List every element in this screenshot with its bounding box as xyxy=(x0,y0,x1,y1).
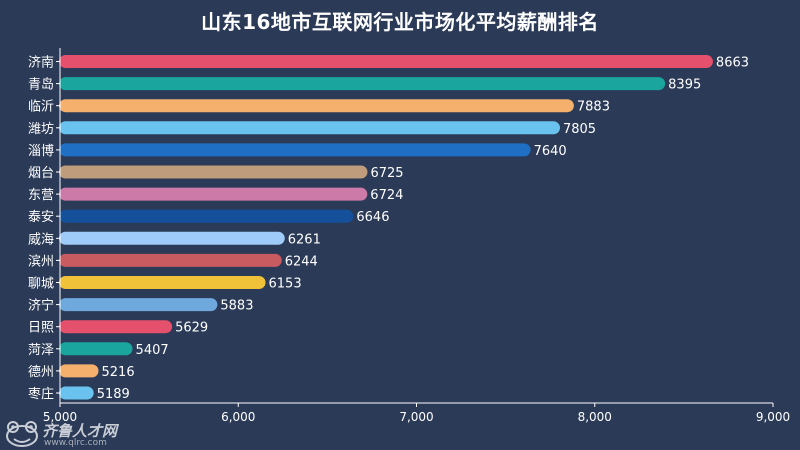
bar xyxy=(59,99,574,113)
data-label: 8663 xyxy=(716,56,749,71)
category-label: 潍坊 xyxy=(28,122,54,137)
x-tick-label: 8,000 xyxy=(578,410,612,424)
data-label: 6261 xyxy=(288,232,321,247)
bar xyxy=(59,143,531,157)
bar xyxy=(59,55,713,68)
frog-logo-icon xyxy=(6,421,38,447)
data-label: 5883 xyxy=(220,299,253,314)
bar xyxy=(59,298,218,312)
category-label: 泰安 xyxy=(28,210,54,225)
data-label: 6244 xyxy=(285,254,318,269)
data-label: 7640 xyxy=(534,144,567,159)
bar xyxy=(59,320,173,334)
data-label: 6724 xyxy=(370,188,403,203)
bar xyxy=(59,253,282,267)
data-label: 5629 xyxy=(175,321,208,336)
data-label: 6725 xyxy=(370,166,403,181)
bar xyxy=(59,77,666,91)
chart-title: 山东16地市互联网行业市场化平均薪酬排名 xyxy=(201,10,599,34)
category-label: 临沂 xyxy=(28,100,54,115)
category-label: 德州 xyxy=(28,365,54,380)
data-label: 5189 xyxy=(97,387,130,402)
category-label: 滨州 xyxy=(28,253,54,269)
category-label: 东营 xyxy=(28,188,54,203)
category-label: 威海 xyxy=(28,232,54,247)
bar xyxy=(59,276,266,289)
site-logo: 齐鲁人才网 www.qlrc.com xyxy=(4,417,164,450)
bar xyxy=(59,342,133,356)
category-label: 日照 xyxy=(28,321,54,336)
data-label: 6153 xyxy=(269,277,302,292)
data-label: 7883 xyxy=(577,100,610,115)
bars-layer: 8663 8395 7883 7805 7640 6725 6724 6646 6261 6244… xyxy=(59,55,749,402)
data-label: 5216 xyxy=(102,365,135,380)
category-label: 菏泽 xyxy=(28,343,54,358)
category-label: 济宁 xyxy=(28,298,54,314)
bar xyxy=(59,231,285,245)
data-label: 8395 xyxy=(668,78,701,93)
logo-name: 齐鲁人才网 xyxy=(42,422,118,440)
logo-url: www.qlrc.com xyxy=(44,438,107,448)
category-label: 聊城 xyxy=(28,277,54,292)
bar xyxy=(59,187,368,201)
data-label: 7805 xyxy=(563,122,596,137)
category-label: 枣庄 xyxy=(28,386,54,402)
bar xyxy=(59,209,354,223)
x-tick-label: 5,000 xyxy=(43,410,77,424)
category-label: 济南 xyxy=(28,55,54,71)
bar xyxy=(59,165,368,179)
bar xyxy=(59,364,99,378)
x-tick-label: 7,000 xyxy=(399,410,433,424)
category-label: 烟台 xyxy=(28,166,54,181)
data-label: 6646 xyxy=(356,210,389,225)
x-tick-label: 6,000 xyxy=(221,410,255,424)
category-label: 青岛 xyxy=(28,77,54,93)
data-label: 5407 xyxy=(136,343,169,358)
bar xyxy=(59,121,560,135)
category-label: 淄博 xyxy=(28,144,54,159)
x-tick-label: 9,000 xyxy=(756,410,790,424)
bar xyxy=(59,386,94,400)
